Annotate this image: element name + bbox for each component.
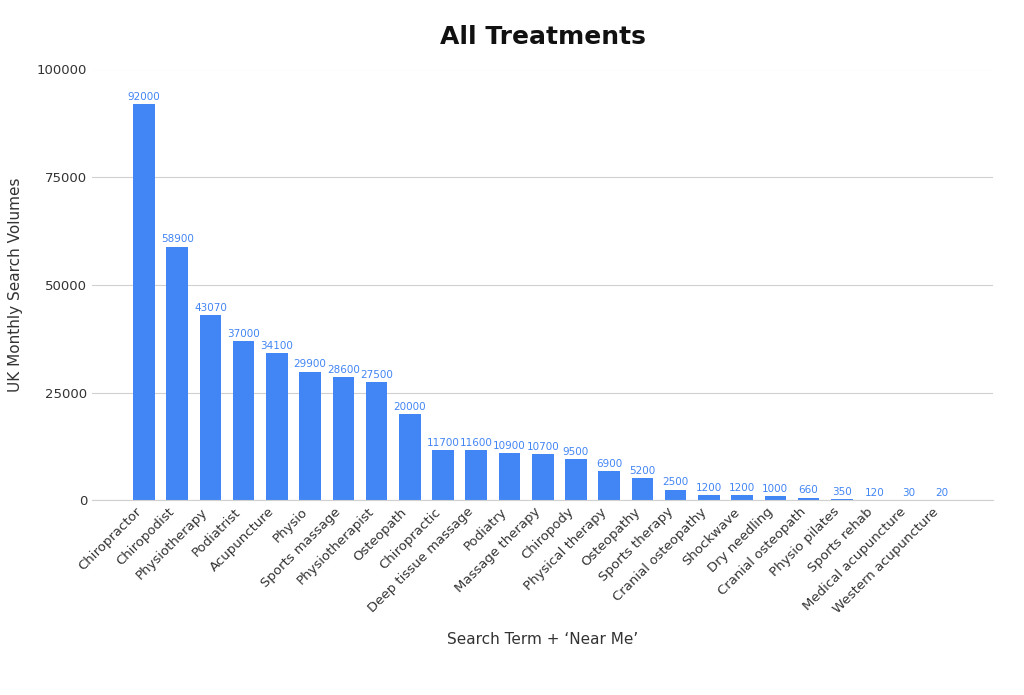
- Title: All Treatments: All Treatments: [439, 26, 646, 49]
- Bar: [200, 315, 221, 500]
- Text: 11600: 11600: [460, 439, 493, 448]
- Bar: [531, 455, 554, 500]
- Bar: [565, 459, 587, 500]
- Text: 92000: 92000: [128, 92, 161, 101]
- Text: 120: 120: [865, 488, 885, 498]
- Bar: [798, 498, 819, 500]
- Text: 1200: 1200: [729, 483, 756, 493]
- Text: 350: 350: [831, 486, 852, 497]
- Text: 20: 20: [935, 488, 948, 498]
- Bar: [333, 377, 354, 500]
- Text: 34100: 34100: [260, 341, 293, 351]
- Text: 43070: 43070: [194, 302, 227, 313]
- Bar: [499, 453, 520, 500]
- Text: 9500: 9500: [563, 448, 589, 457]
- Bar: [765, 496, 786, 500]
- Bar: [831, 499, 853, 500]
- Bar: [133, 104, 155, 500]
- Bar: [399, 414, 421, 500]
- Text: 1000: 1000: [762, 484, 788, 494]
- Bar: [632, 478, 653, 500]
- Bar: [299, 372, 321, 500]
- Text: 10900: 10900: [494, 441, 526, 451]
- Text: 5200: 5200: [630, 466, 655, 476]
- Text: 10700: 10700: [526, 442, 559, 452]
- Text: 37000: 37000: [227, 329, 260, 338]
- Text: 1200: 1200: [695, 483, 722, 493]
- Bar: [266, 354, 288, 500]
- Text: 6900: 6900: [596, 459, 623, 468]
- Bar: [731, 496, 753, 500]
- Bar: [665, 489, 686, 500]
- Text: 660: 660: [799, 485, 818, 496]
- Text: 2500: 2500: [663, 477, 689, 487]
- Text: 20000: 20000: [393, 402, 426, 412]
- Y-axis label: UK Monthly Search Volumes: UK Monthly Search Volumes: [8, 178, 23, 392]
- Text: 29900: 29900: [294, 359, 327, 370]
- Bar: [166, 247, 188, 500]
- Text: 28600: 28600: [327, 365, 359, 375]
- Bar: [366, 382, 387, 500]
- Text: 58900: 58900: [161, 234, 194, 245]
- X-axis label: Search Term + ‘Near Me’: Search Term + ‘Near Me’: [447, 632, 638, 647]
- Bar: [232, 341, 254, 500]
- Text: 27500: 27500: [360, 370, 393, 379]
- Text: 11700: 11700: [427, 438, 460, 448]
- Text: 30: 30: [902, 488, 914, 498]
- Bar: [698, 496, 720, 500]
- Bar: [432, 450, 454, 500]
- Bar: [466, 450, 487, 500]
- Bar: [598, 471, 620, 500]
